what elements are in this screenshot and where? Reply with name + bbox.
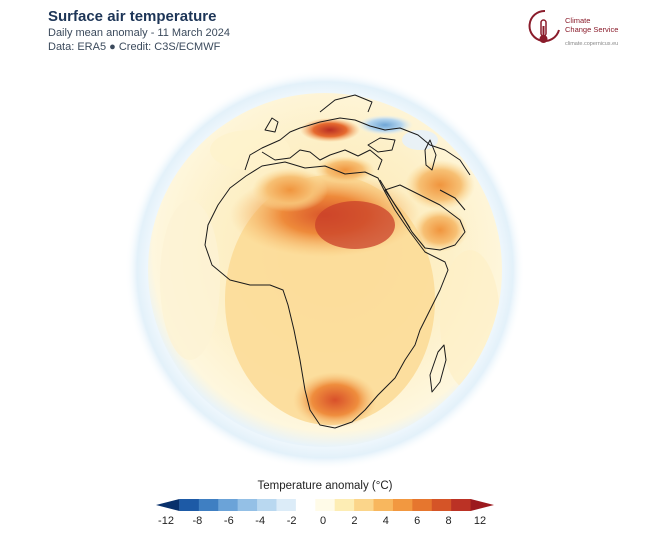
- europe-outline: [244, 117, 471, 176]
- colorbar-tick-label: 0: [319, 515, 327, 527]
- colorbar-tick-label: -2: [286, 515, 297, 527]
- madagascar-outline: [429, 344, 447, 393]
- colorbar-tick-label: -12: [158, 515, 174, 527]
- colorbar-segment: [295, 499, 316, 511]
- chart-subtitle: Daily mean anomaly - 11 March 2024: [48, 27, 230, 39]
- colorbar-tick-label: 4: [382, 515, 389, 527]
- copernicus-logo[interactable]: Climate Change Service climate.copernicu…: [528, 8, 638, 52]
- colorbar-segment: [392, 499, 413, 511]
- colorbar-tick-label: 8: [445, 515, 452, 527]
- colorbar-segment: [179, 499, 200, 511]
- scandinavia-outline: [319, 94, 373, 113]
- persian-gulf-line: [439, 189, 466, 211]
- colorbar-segment: [354, 499, 375, 511]
- colorbar-segment: [218, 499, 239, 511]
- legend: Temperature anomaly (°C) -12 -8 -6 -4 -2 0 2 4 6…: [150, 480, 500, 530]
- colorbar-tick-label: -4: [255, 515, 266, 527]
- colorbar-segment: [431, 499, 452, 511]
- black-sea-outline: [367, 137, 396, 153]
- colorbar-segment: [373, 499, 394, 511]
- arabia-outline: [384, 184, 466, 251]
- colorbar-tick-label: -6: [223, 515, 234, 527]
- colorbar-tick-label: 6: [414, 515, 421, 527]
- europe-south-coast: [261, 149, 383, 171]
- colorbar-segment: [257, 499, 277, 511]
- colorbar-arrow-low: [156, 499, 180, 511]
- colorbar-segment: [315, 499, 336, 511]
- legend-title: Temperature anomaly (°C): [257, 480, 393, 492]
- colorbar-arrow-high: [470, 499, 494, 511]
- red-sea-line: [379, 179, 411, 229]
- caspian-outline: [424, 139, 437, 171]
- coastlines: [204, 94, 471, 429]
- colorbar-segment: [276, 499, 297, 511]
- colorbar-tick-label: -8: [192, 515, 203, 527]
- logo-line1: Climate: [565, 16, 591, 25]
- thermometer-logo-icon: [528, 9, 560, 43]
- colorbar-segment: [334, 499, 355, 511]
- uk-outline: [264, 117, 279, 133]
- data-credit: Data: ERA5 ● Credit: C3S/ECMWF: [48, 41, 221, 53]
- logo-url: climate.copernicus.eu: [565, 41, 619, 47]
- anomaly-field: [160, 115, 500, 428]
- africa-outline: [204, 161, 449, 429]
- colorbar: [156, 499, 494, 511]
- colorbar-tick-label: 12: [473, 515, 487, 527]
- colorbar-segment: [198, 499, 219, 511]
- page-header: Surface air temperature Daily mean anoma…: [48, 8, 230, 54]
- colorbar-segment: [412, 499, 433, 511]
- logo-label: Climate Change Service: [565, 16, 618, 34]
- colorbar-segment: [451, 499, 472, 511]
- colorbar-segment: [237, 499, 258, 511]
- colorbar-tick-label: 2: [351, 515, 358, 527]
- logo-line2: Change Service: [565, 25, 619, 34]
- chart-title: Surface air temperature: [48, 8, 217, 25]
